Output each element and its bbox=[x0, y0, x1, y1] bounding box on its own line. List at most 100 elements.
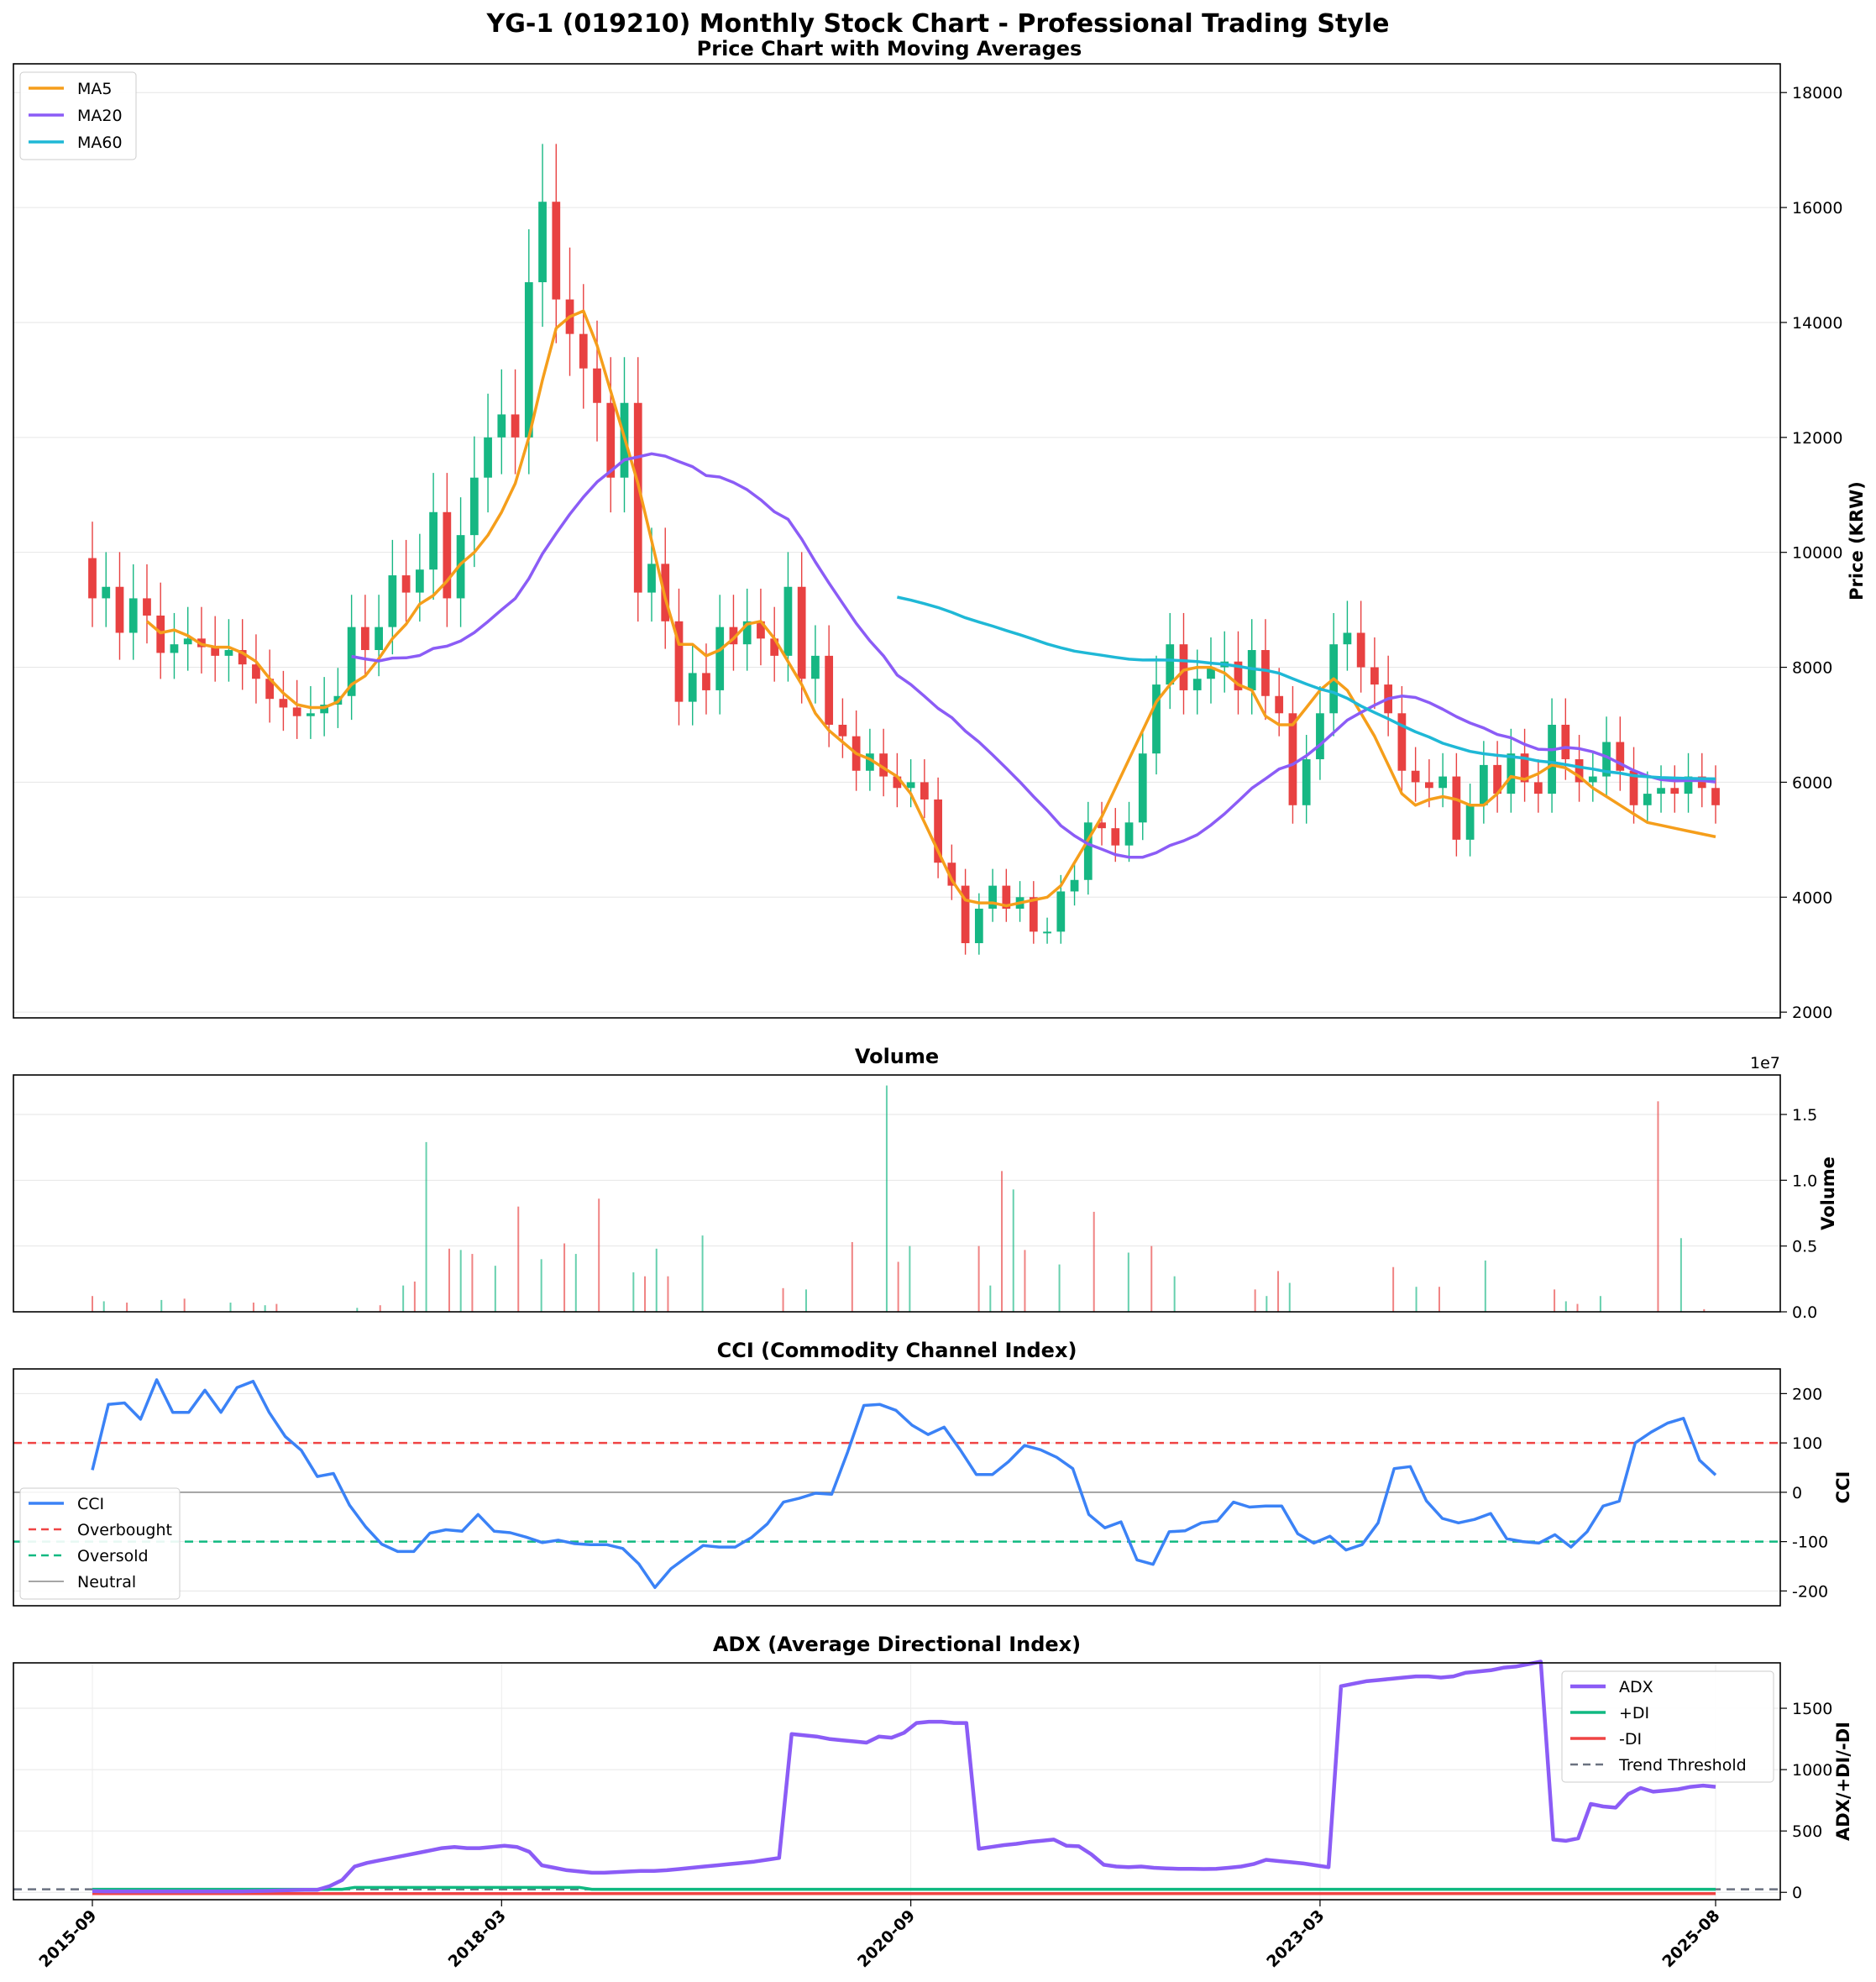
price-y-tick-label: 4000 bbox=[1792, 889, 1832, 907]
candle-body bbox=[497, 414, 506, 438]
adx-x-axis: 2015-09 2018-03 2020-09 2023-03 2025-08 bbox=[35, 1900, 1724, 1971]
candle-body bbox=[292, 707, 301, 716]
volume-bar bbox=[379, 1305, 381, 1312]
volume-bar bbox=[402, 1285, 405, 1312]
candle-body bbox=[1138, 753, 1147, 823]
cci-y-tick-label: 100 bbox=[1792, 1434, 1822, 1453]
volume-bar bbox=[540, 1259, 542, 1312]
volume-bar bbox=[598, 1198, 600, 1312]
candle-body bbox=[1575, 759, 1584, 783]
volume-bar bbox=[655, 1248, 658, 1312]
price-y-tick-label: 18000 bbox=[1792, 84, 1842, 102]
legend-ma20-label: MA20 bbox=[77, 107, 123, 125]
price-y-tick-label: 14000 bbox=[1792, 314, 1842, 333]
candle-body bbox=[1043, 931, 1051, 934]
volume-bar bbox=[1599, 1296, 1601, 1312]
volume-y-tick-label: 1.0 bbox=[1792, 1172, 1817, 1190]
price-legend-box bbox=[19, 71, 137, 160]
candle-body bbox=[1234, 661, 1243, 690]
candle-body bbox=[1684, 776, 1693, 794]
candle-body bbox=[279, 699, 288, 708]
candle-body bbox=[128, 598, 138, 633]
candle-body bbox=[224, 650, 233, 656]
candle-body bbox=[757, 621, 765, 639]
volume-bar bbox=[1657, 1101, 1659, 1312]
candle-body bbox=[702, 673, 710, 690]
volume-bar bbox=[1415, 1287, 1417, 1312]
price-gridlines bbox=[13, 92, 1780, 1013]
candle-body bbox=[1438, 776, 1447, 789]
cci-y-tick-label: -100 bbox=[1792, 1534, 1828, 1552]
price-panel-title: Price Chart with Moving Averages bbox=[697, 37, 1082, 60]
volume-panel: Volume 0.0 0.5 1.0 1.5 1e7 Volume bbox=[13, 1045, 1838, 1322]
price-y-tick-label: 16000 bbox=[1792, 199, 1842, 218]
adx-y-axis: 0 500 1000 1500 bbox=[1780, 1700, 1832, 1902]
volume-bar bbox=[356, 1308, 359, 1312]
candle-body bbox=[1643, 794, 1652, 805]
candle-body bbox=[1302, 759, 1311, 805]
volume-bar bbox=[977, 1245, 980, 1312]
volume-bar bbox=[1127, 1252, 1129, 1312]
price-y-tick-label: 8000 bbox=[1792, 659, 1832, 678]
candle-body bbox=[1124, 822, 1134, 846]
candle-body bbox=[1711, 788, 1720, 805]
volume-bar bbox=[1703, 1308, 1706, 1312]
candle-body bbox=[443, 511, 452, 599]
volume-bar bbox=[1679, 1238, 1682, 1312]
candle-body bbox=[1070, 879, 1079, 892]
x-tick-label: 2023-03 bbox=[1263, 1906, 1328, 1971]
price-y-axis: 2000 4000 6000 8000 10000 12000 14000 16000 1800… bbox=[1780, 84, 1842, 1022]
legend-mdi-label: -DI bbox=[1619, 1730, 1642, 1749]
price-ma-lines bbox=[145, 309, 1716, 908]
volume-bar bbox=[1093, 1211, 1095, 1312]
candle-body bbox=[429, 511, 438, 570]
candle-body bbox=[511, 414, 520, 438]
x-tick-label: 2015-09 bbox=[35, 1906, 100, 1971]
adx-gridlines bbox=[13, 1663, 1780, 1900]
price-y-tick-label: 10000 bbox=[1792, 544, 1842, 563]
volume-y-tick-label: 0.0 bbox=[1792, 1303, 1817, 1322]
volume-bar bbox=[1254, 1289, 1256, 1312]
volume-bar bbox=[126, 1303, 128, 1312]
candle-body bbox=[1098, 822, 1106, 829]
cci-y-axis-label: CCI bbox=[1833, 1471, 1853, 1504]
cci-legend: CCI Overbought Oversold Neutral bbox=[19, 1487, 181, 1600]
volume-bar bbox=[275, 1303, 278, 1312]
candle-body bbox=[1425, 782, 1433, 789]
candle-body bbox=[1397, 713, 1407, 771]
cci-y-tick-label: 0 bbox=[1792, 1484, 1802, 1502]
candle-body bbox=[1588, 776, 1597, 783]
candle-body bbox=[674, 621, 684, 702]
volume-bar bbox=[989, 1285, 992, 1312]
candle-body bbox=[825, 655, 834, 725]
volume-bar bbox=[92, 1296, 93, 1312]
candle-body bbox=[388, 575, 397, 627]
ma20-line bbox=[351, 452, 1716, 859]
candle-body bbox=[1356, 632, 1365, 668]
candle-body bbox=[307, 713, 315, 716]
legend-ma5-label: MA5 bbox=[77, 80, 112, 98]
candle-body bbox=[102, 586, 111, 599]
candle-body bbox=[1179, 644, 1188, 690]
candle-body bbox=[183, 638, 192, 645]
volume-bar bbox=[909, 1245, 911, 1312]
volume-bar bbox=[459, 1250, 462, 1312]
legend-overbought-label: Overbought bbox=[77, 1521, 172, 1539]
cci-panel-title: CCI (Commodity Channel Index) bbox=[717, 1339, 1077, 1362]
adx-y-tick-label: 1000 bbox=[1792, 1761, 1832, 1780]
legend-pdi-label: +DI bbox=[1619, 1704, 1649, 1722]
candle-body bbox=[947, 863, 956, 886]
candle-body bbox=[1561, 724, 1570, 760]
candle-body bbox=[1548, 724, 1556, 794]
volume-bar bbox=[425, 1141, 427, 1312]
candle-body bbox=[879, 753, 888, 777]
volume-bar bbox=[1024, 1250, 1026, 1312]
candle-body bbox=[688, 673, 697, 702]
volume-bar bbox=[413, 1281, 416, 1312]
candle-body bbox=[415, 569, 424, 593]
candle-body bbox=[1670, 788, 1679, 794]
candle-body bbox=[143, 598, 151, 616]
candle-body bbox=[579, 333, 588, 369]
candle-body bbox=[1657, 788, 1665, 794]
candle-body bbox=[484, 437, 492, 478]
